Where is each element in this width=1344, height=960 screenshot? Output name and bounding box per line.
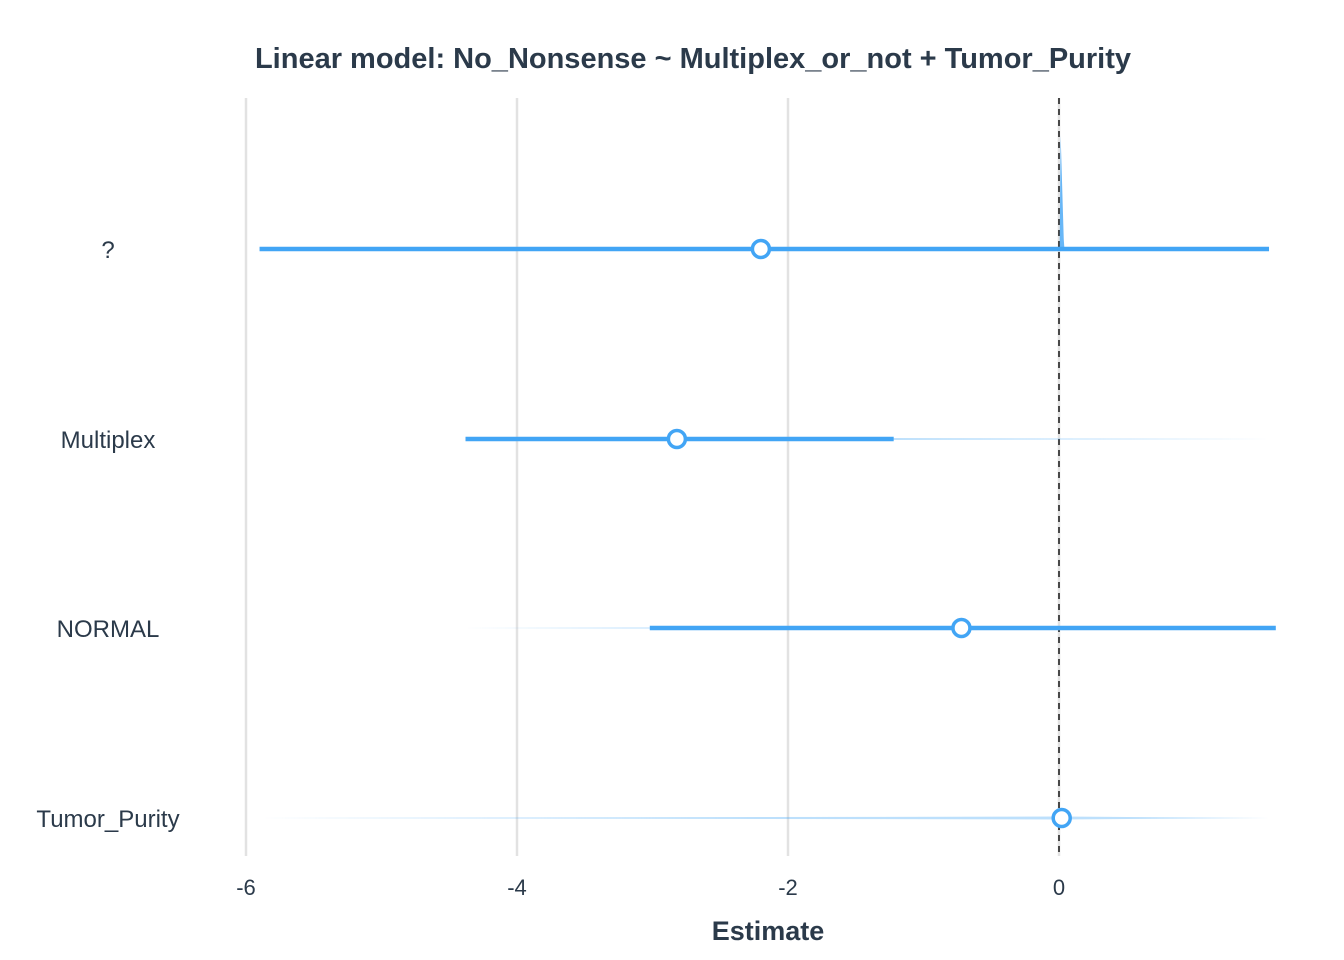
density-bands [259, 135, 1276, 820]
density-spike-? [1059, 135, 1065, 249]
chart-title: Linear model: No_Nonsense ~ Multiplex_or… [255, 43, 1131, 75]
x-tick-label: 0 [1053, 875, 1065, 900]
estimate-points [666, 238, 1072, 829]
confidence-intervals [259, 246, 1276, 631]
y-tick-labels: ? Multiplex NORMAL Tumor_Purity [36, 237, 179, 833]
x-tick-labels: -6 -4 -2 0 [236, 875, 1065, 900]
x-tick-label: -6 [236, 875, 256, 900]
y-tick-label: Multiplex [61, 427, 156, 454]
y-tick-label: NORMAL [57, 616, 160, 643]
y-tick-label: Tumor_Purity [36, 806, 179, 833]
density-band-Tumor_Purity [259, 816, 1270, 820]
point-Tumor_Purity [1051, 807, 1072, 829]
point-NORMAL [951, 617, 972, 639]
point-Multiplex [666, 428, 688, 450]
x-tick-label: -2 [778, 875, 798, 900]
x-tick-label: -4 [507, 875, 527, 900]
gridlines [244, 98, 1061, 856]
x-axis-label: Estimate [712, 916, 825, 946]
point-? [750, 238, 772, 260]
y-tick-label: ? [101, 237, 114, 264]
